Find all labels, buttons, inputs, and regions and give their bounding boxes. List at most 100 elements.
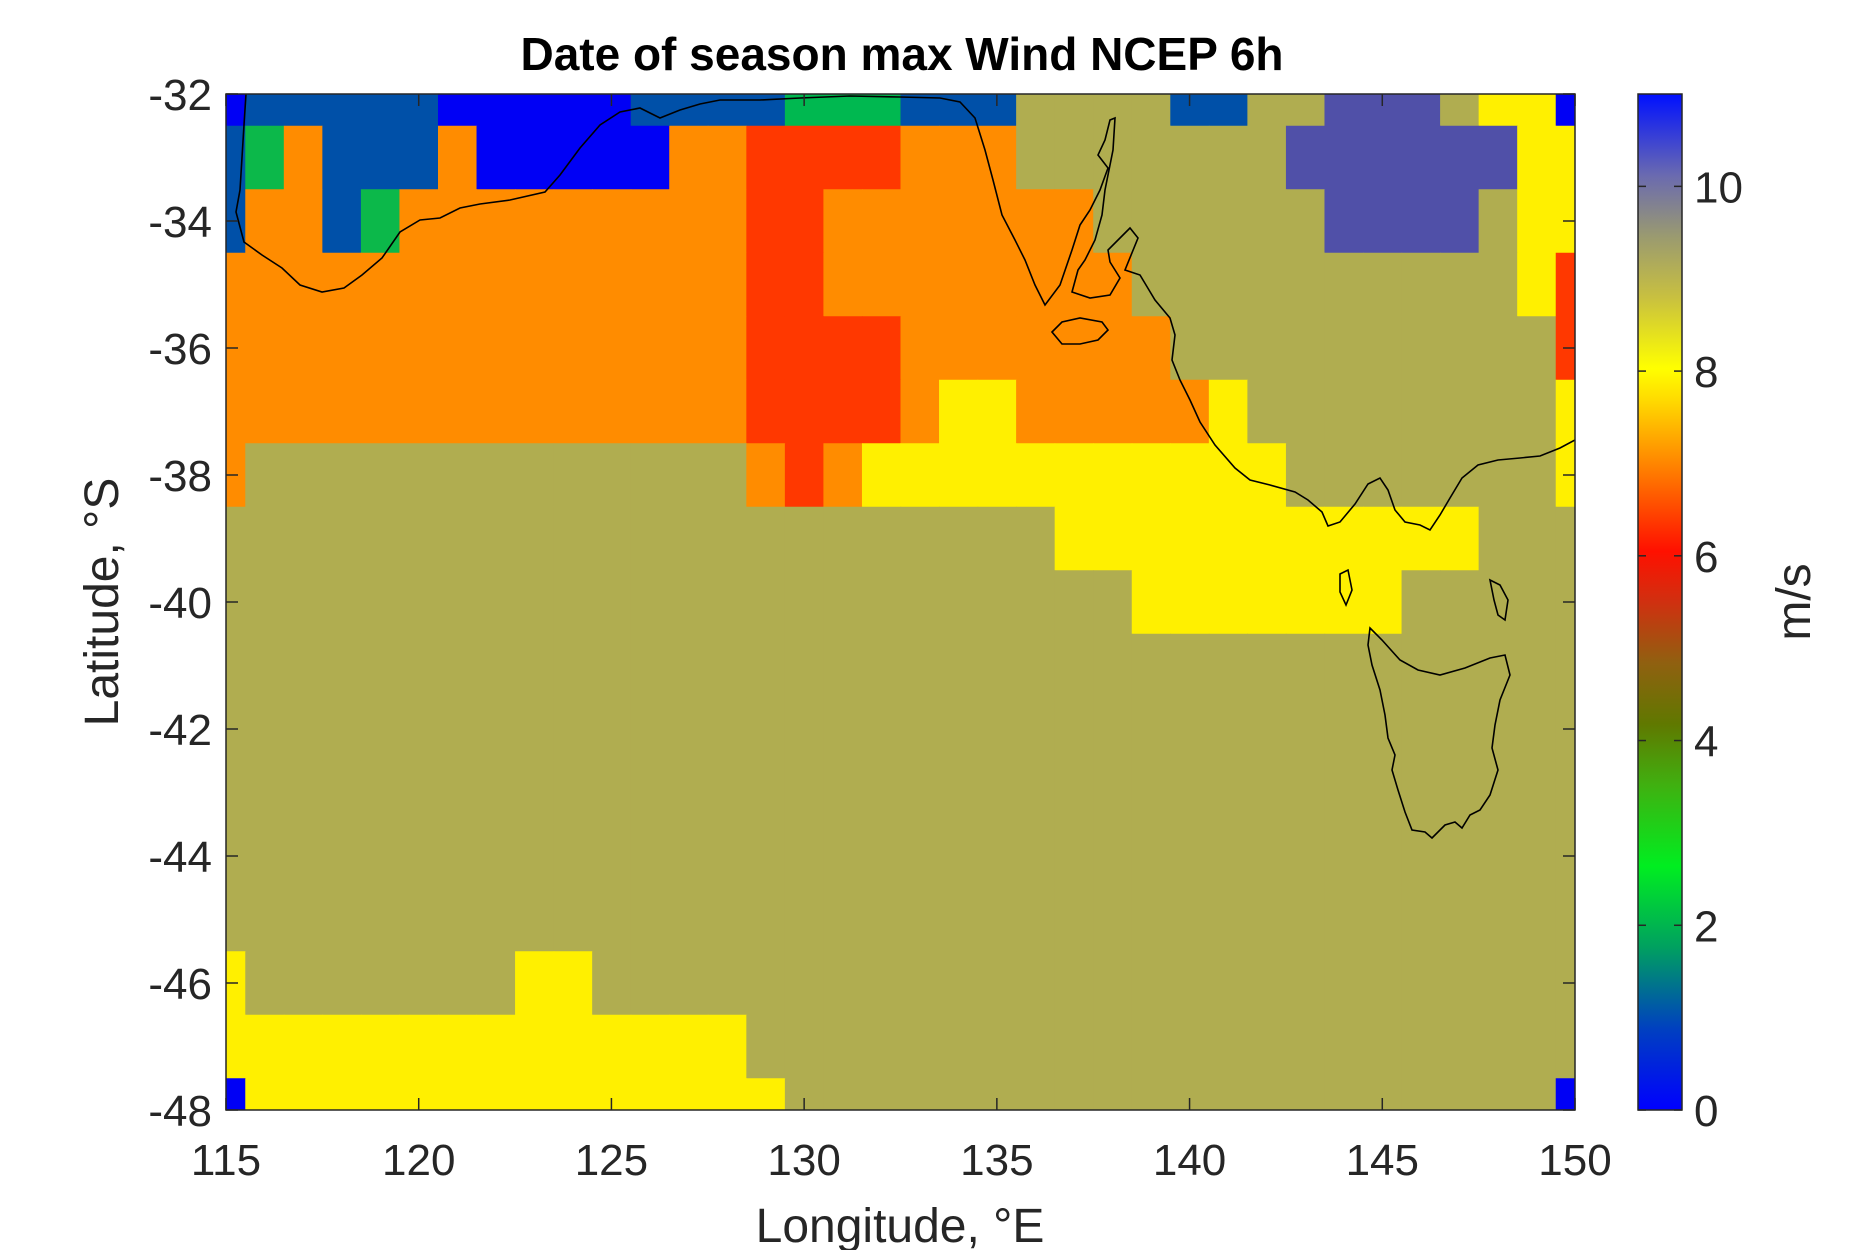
heatmap-cell [553, 951, 593, 1016]
heatmap-cell [784, 570, 825, 635]
heatmap-cell [1440, 125, 1480, 190]
heatmap-cell [746, 633, 786, 698]
heatmap-cell [1093, 316, 1133, 381]
heatmap-cell [1324, 379, 1364, 444]
heatmap-cell [1517, 506, 1557, 571]
heatmap-cell [630, 633, 670, 698]
heatmap-cell [900, 951, 940, 1016]
heatmap-cell [226, 1078, 246, 1110]
heatmap-cell [784, 379, 825, 444]
heatmap-cell [1324, 443, 1364, 508]
heatmap-cell [1440, 252, 1480, 317]
heatmap-cell [669, 1078, 709, 1110]
heatmap-cell [823, 189, 863, 254]
heatmap-cell [1054, 887, 1094, 952]
heatmap-cell [553, 506, 593, 571]
heatmap-cell [900, 1078, 940, 1110]
x-tick-label: 130 [767, 1136, 840, 1185]
heatmap-cell [553, 94, 593, 127]
heatmap-cell [823, 824, 863, 889]
heatmap-cell [1555, 125, 1575, 190]
heatmap-cell [977, 379, 1017, 444]
x-axis-label: Longitude, °E [756, 1200, 1045, 1250]
heatmap-cell [360, 94, 401, 127]
heatmap-cell [1247, 887, 1287, 952]
colorbar-tick-label: 8 [1694, 348, 1718, 397]
heatmap-cell [1517, 760, 1557, 825]
heatmap-cell [1170, 887, 1210, 952]
heatmap-cell [1440, 824, 1480, 889]
heatmap-cell [939, 443, 979, 508]
heatmap-cell [669, 94, 709, 127]
heatmap-cell [1285, 824, 1326, 889]
heatmap-cell [746, 252, 786, 317]
heatmap-cell [1093, 951, 1133, 1016]
heatmap-cell [476, 252, 516, 317]
chart-title: Date of season max Wind NCEP 6h [520, 28, 1283, 80]
heatmap-cell [1517, 189, 1557, 254]
heatmap-cell [861, 697, 902, 762]
heatmap-cell [437, 316, 478, 381]
heatmap-cell [939, 506, 979, 571]
heatmap-cell [322, 887, 362, 952]
heatmap-cell [1555, 506, 1575, 571]
heatmap-cell [784, 252, 825, 317]
heatmap-cell [245, 94, 285, 127]
heatmap-cell [784, 125, 825, 190]
coastline-flinders-island [1488, 578, 1509, 622]
heatmap-cell [1247, 316, 1287, 381]
coastline-tasmania [1367, 626, 1511, 840]
heatmap-cell [1324, 125, 1364, 190]
heatmap-cell [669, 824, 709, 889]
heatmap-cell [939, 189, 979, 254]
heatmap-cell [399, 443, 439, 508]
heatmap-cell [1170, 189, 1210, 254]
heatmap-cell [322, 633, 362, 698]
heatmap-cell [1054, 633, 1094, 698]
heatmap-cell [1208, 570, 1248, 635]
heatmap-cell [1170, 633, 1210, 698]
heatmap-cell [861, 824, 902, 889]
heatmap-cell [399, 633, 439, 698]
heatmap-cell [900, 570, 940, 635]
heatmap-cell [746, 125, 786, 190]
heatmap-cell [1054, 379, 1094, 444]
x-tick-label: 120 [382, 1136, 455, 1185]
heatmap-cell [476, 760, 516, 825]
heatmap-cell [1054, 951, 1094, 1016]
heatmap-cell [1555, 760, 1575, 825]
heatmap-cell [553, 633, 593, 698]
heatmap-cell [226, 252, 246, 317]
heatmap-cell [746, 506, 786, 571]
heatmap-cell [939, 316, 979, 381]
heatmap-cell [1093, 443, 1133, 508]
heatmap-cell [1093, 887, 1133, 952]
heatmap-cell [322, 570, 362, 635]
heatmap-cell [630, 697, 670, 762]
heatmap-cell [861, 633, 902, 698]
heatmap-cell [360, 697, 401, 762]
heatmap-cell [1401, 633, 1441, 698]
heatmap-cell [939, 1014, 979, 1079]
heatmap-cell [1054, 570, 1094, 635]
heatmap-cell [245, 189, 285, 254]
heatmap-cell [977, 633, 1017, 698]
heatmap-cell [939, 1078, 979, 1110]
heatmap-cell [784, 1014, 825, 1079]
heatmap-cell [1208, 252, 1248, 317]
heatmap-cell [360, 125, 401, 190]
heatmap-cell [245, 824, 285, 889]
heatmap-cell [515, 316, 555, 381]
heatmap-cell [784, 951, 825, 1016]
heatmap-cell [900, 252, 940, 317]
heatmap-cell [1170, 760, 1210, 825]
heatmap-cell [1401, 316, 1441, 381]
heatmap-cell [1440, 760, 1480, 825]
heatmap-cell [437, 760, 478, 825]
heatmap-cell [1401, 887, 1441, 952]
heatmap-cell [1285, 951, 1326, 1016]
heatmap-cell [861, 189, 902, 254]
heatmap-cell [283, 94, 323, 127]
heatmap-cell [707, 824, 747, 889]
colorbar-tick-label: 6 [1694, 533, 1718, 582]
